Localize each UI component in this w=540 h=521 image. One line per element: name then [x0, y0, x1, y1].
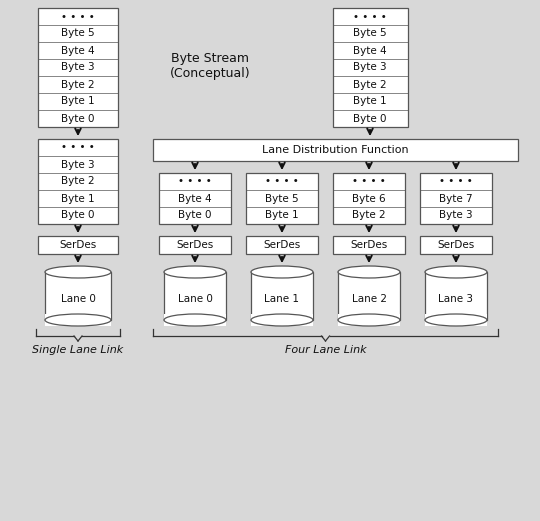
Text: • • • •: • • • •: [61, 143, 95, 153]
Text: Byte 1: Byte 1: [61, 96, 95, 106]
Bar: [38, 8, 118, 127]
Bar: [333, 8, 408, 127]
Text: Byte 3: Byte 3: [61, 159, 95, 169]
Bar: [333, 173, 405, 224]
Bar: [38, 236, 118, 254]
Text: Byte 3: Byte 3: [61, 63, 95, 72]
Text: Byte 2: Byte 2: [61, 177, 95, 187]
Bar: [164, 314, 226, 326]
Text: • • • •: • • • •: [178, 177, 212, 187]
Ellipse shape: [425, 266, 487, 278]
Bar: [251, 314, 313, 326]
Text: Byte 5: Byte 5: [265, 193, 299, 204]
Bar: [338, 314, 400, 326]
Text: Byte 2: Byte 2: [352, 210, 386, 220]
Bar: [333, 236, 405, 254]
Ellipse shape: [338, 314, 400, 326]
Text: • • • •: • • • •: [265, 177, 299, 187]
Ellipse shape: [338, 266, 400, 278]
Bar: [45, 272, 111, 320]
Text: SerDes: SerDes: [177, 240, 214, 250]
Text: Lane 2: Lane 2: [352, 294, 387, 304]
Bar: [164, 272, 226, 320]
Bar: [153, 139, 518, 161]
Text: Byte 4: Byte 4: [353, 45, 387, 56]
Text: Lane 3: Lane 3: [438, 294, 474, 304]
Ellipse shape: [45, 314, 111, 326]
Text: • • • •: • • • •: [353, 11, 387, 21]
Ellipse shape: [45, 266, 111, 278]
Bar: [425, 272, 487, 320]
Bar: [425, 314, 487, 326]
Text: Byte 3: Byte 3: [439, 210, 473, 220]
Text: Byte 7: Byte 7: [439, 193, 473, 204]
Text: Byte 0: Byte 0: [353, 114, 387, 123]
Ellipse shape: [164, 266, 226, 278]
Text: Four Lane Link: Four Lane Link: [285, 345, 366, 355]
Text: Lane 0: Lane 0: [178, 294, 212, 304]
Text: SerDes: SerDes: [264, 240, 301, 250]
Text: SerDes: SerDes: [350, 240, 388, 250]
Text: Byte 1: Byte 1: [265, 210, 299, 220]
Text: Byte 4: Byte 4: [178, 193, 212, 204]
Text: Byte 2: Byte 2: [61, 80, 95, 90]
Text: Byte 6: Byte 6: [352, 193, 386, 204]
Text: Lane 0: Lane 0: [60, 294, 96, 304]
Bar: [159, 236, 231, 254]
Text: Lane 1: Lane 1: [265, 294, 300, 304]
Text: Byte 1: Byte 1: [61, 193, 95, 204]
Ellipse shape: [251, 266, 313, 278]
Bar: [338, 272, 400, 320]
Text: SerDes: SerDes: [437, 240, 475, 250]
Text: Byte 2: Byte 2: [353, 80, 387, 90]
Text: • • • •: • • • •: [439, 177, 473, 187]
Ellipse shape: [251, 314, 313, 326]
Text: Byte 5: Byte 5: [353, 29, 387, 39]
Bar: [420, 236, 492, 254]
Bar: [159, 173, 231, 224]
Text: Byte 1: Byte 1: [353, 96, 387, 106]
Text: Byte 0: Byte 0: [61, 114, 94, 123]
Bar: [246, 236, 318, 254]
Text: Byte 5: Byte 5: [61, 29, 95, 39]
Text: Byte 0: Byte 0: [61, 210, 94, 220]
Bar: [246, 173, 318, 224]
Text: Lane Distribution Function: Lane Distribution Function: [262, 145, 409, 155]
Ellipse shape: [164, 314, 226, 326]
Ellipse shape: [425, 314, 487, 326]
Text: Byte 3: Byte 3: [353, 63, 387, 72]
Bar: [420, 173, 492, 224]
Text: Byte Stream
(Conceptual): Byte Stream (Conceptual): [170, 52, 251, 80]
Text: • • • •: • • • •: [352, 177, 386, 187]
Text: • • • •: • • • •: [61, 11, 95, 21]
Text: Byte 4: Byte 4: [61, 45, 95, 56]
Bar: [251, 272, 313, 320]
Bar: [38, 139, 118, 224]
Text: Byte 0: Byte 0: [178, 210, 212, 220]
Bar: [45, 314, 111, 326]
Text: SerDes: SerDes: [59, 240, 97, 250]
Text: Single Lane Link: Single Lane Link: [32, 345, 124, 355]
